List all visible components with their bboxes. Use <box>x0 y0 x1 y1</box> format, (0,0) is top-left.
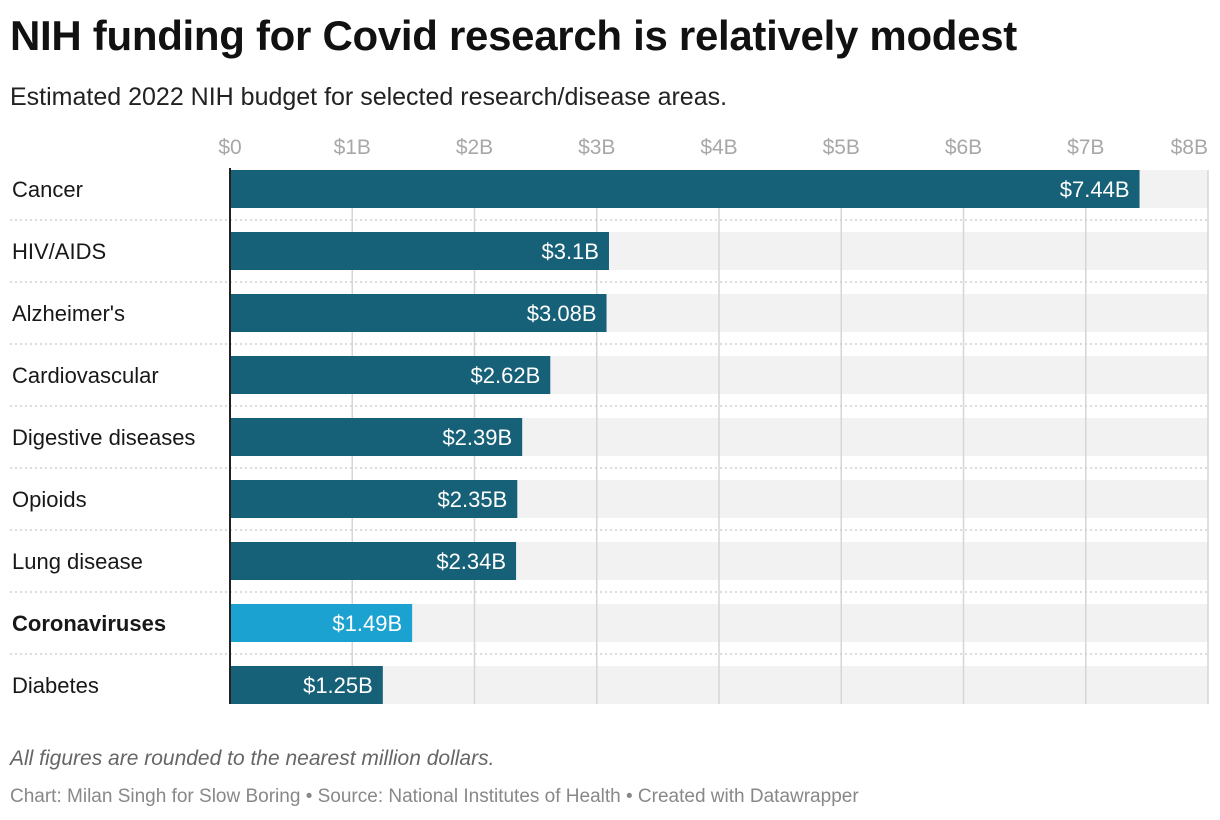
bar <box>230 356 551 394</box>
bar <box>230 294 607 332</box>
x-tick-label: $6B <box>945 136 982 159</box>
value-label: $3.08B <box>527 301 597 326</box>
x-tick-label: $4B <box>700 136 737 159</box>
bar-chart: $0 $1B $2B $3B $4B $5B $6B $7B $8B Cancer $7.44B HI… <box>10 136 1209 704</box>
category-label: Digestive diseases <box>12 425 195 450</box>
chart-notes: All figures are rounded to the nearest m… <box>10 747 495 770</box>
bar <box>230 418 523 456</box>
bar <box>230 480 518 518</box>
chart-footer: Chart: Milan Singh for Slow Boring • Sou… <box>10 786 859 807</box>
x-tick-label: $3B <box>578 136 615 159</box>
category-label: Alzheimer's <box>12 301 125 326</box>
category-label: Cancer <box>12 177 83 202</box>
value-label: $2.35B <box>438 487 508 512</box>
chart-subtitle: Estimated 2022 NIH budget for selected r… <box>10 83 728 111</box>
category-label: Lung disease <box>12 549 143 574</box>
x-tick-label: $5B <box>823 136 860 159</box>
x-tick-label: $0 <box>218 136 241 159</box>
value-label: $7.44B <box>1060 177 1130 202</box>
category-label: HIV/AIDS <box>12 239 106 264</box>
value-label: $1.49B <box>332 611 402 636</box>
value-label: $2.34B <box>436 549 506 574</box>
category-label: Coronaviruses <box>12 611 166 636</box>
bar <box>230 666 383 704</box>
x-tick-label: $7B <box>1067 136 1104 159</box>
x-tick-label: $8B <box>1171 136 1208 159</box>
x-tick-label: $1B <box>334 136 371 159</box>
category-label: Cardiovascular <box>12 363 159 388</box>
value-label: $2.39B <box>442 425 512 450</box>
chart-title: NIH funding for Covid research is relati… <box>10 12 1017 59</box>
bar <box>230 232 609 270</box>
value-label: $2.62B <box>471 363 541 388</box>
bar <box>230 604 413 642</box>
value-label: $1.25B <box>303 673 373 698</box>
bar <box>230 170 1140 208</box>
category-label: Opioids <box>12 487 87 512</box>
value-label: $3.1B <box>541 239 599 264</box>
bar <box>230 542 517 580</box>
x-tick-label: $2B <box>456 136 493 159</box>
category-label: Diabetes <box>12 673 99 698</box>
